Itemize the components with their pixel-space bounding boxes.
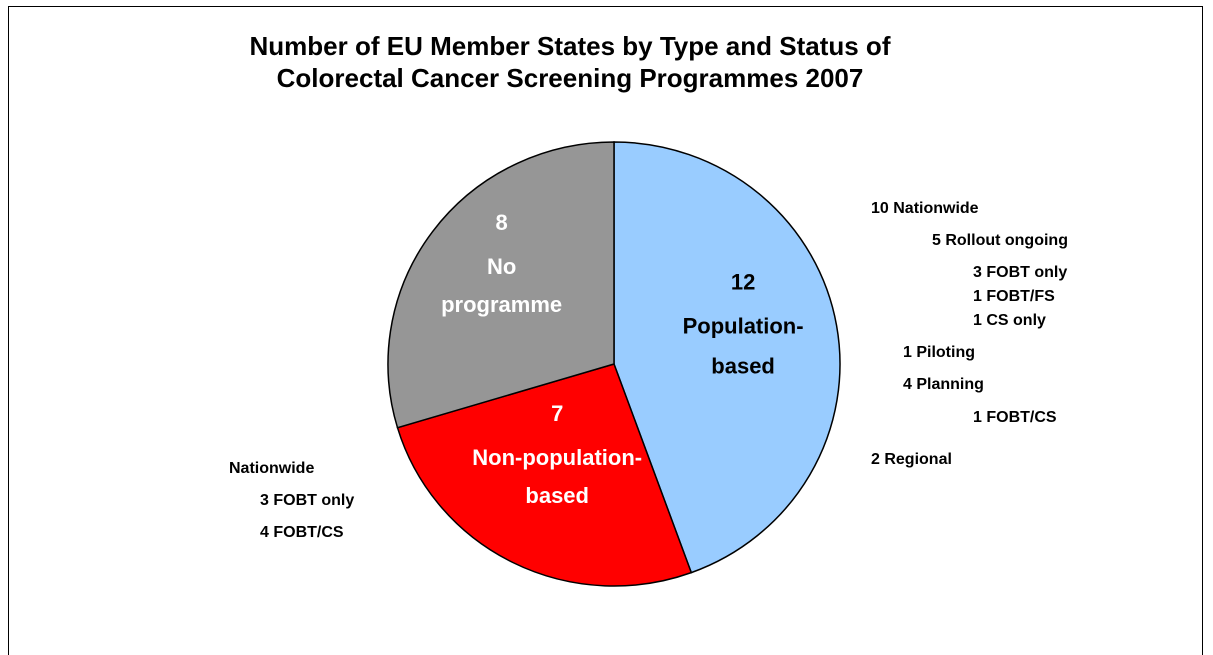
annotation-planning: 4 Planning (903, 376, 984, 393)
pie-slice-0 (613, 141, 841, 574)
pie-slice-value-0: 12 (731, 270, 755, 295)
pie-slice-1 (396, 363, 693, 587)
annotation-nationwide: 10 Nationwide (871, 200, 979, 217)
pie-slice-label-0-1: Population- (683, 314, 804, 339)
pie-slice-value-1: 7 (551, 401, 563, 426)
annotation-piloting: 1 Piloting (903, 344, 975, 361)
annotation-rollout-ongoing: 5 Rollout ongoing (932, 232, 1068, 249)
annotation-regional: 2 Regional (871, 451, 952, 468)
pie-slice-value-2: 8 (495, 210, 507, 235)
chart-title-line-2: Colorectal Cancer Screening Programmes 2… (276, 63, 864, 93)
annotation-cs-only: 1 CS only (973, 312, 1046, 329)
annotation-np-fobt-only: 3 FOBT only (260, 492, 355, 509)
pie-slice-label-0-2: based (711, 354, 775, 379)
chart-frame (8, 6, 1203, 655)
annotation-np-nationwide: Nationwide (229, 460, 315, 477)
chart-title-line-1: Number of EU Member States by Type and S… (249, 31, 891, 61)
pie-slice-2 (387, 141, 615, 429)
annotation-fobt-cs: 1 FOBT/CS (973, 409, 1057, 426)
annotation-np-fobt-cs: 4 FOBT/CS (260, 524, 344, 541)
pie-slice-label-1-2: based (525, 483, 589, 508)
pie-slice-label-1-1: Non-population- (472, 445, 642, 470)
chart-title: Number of EU Member States by Type and S… (120, 30, 1020, 94)
pie-slice-label-2-2: programme (441, 292, 562, 317)
annotation-fobt-fs: 1 FOBT/FS (973, 288, 1055, 305)
pie-slice-label-2-1: No (487, 254, 516, 279)
annotation-fobt-only: 3 FOBT only (973, 264, 1068, 281)
